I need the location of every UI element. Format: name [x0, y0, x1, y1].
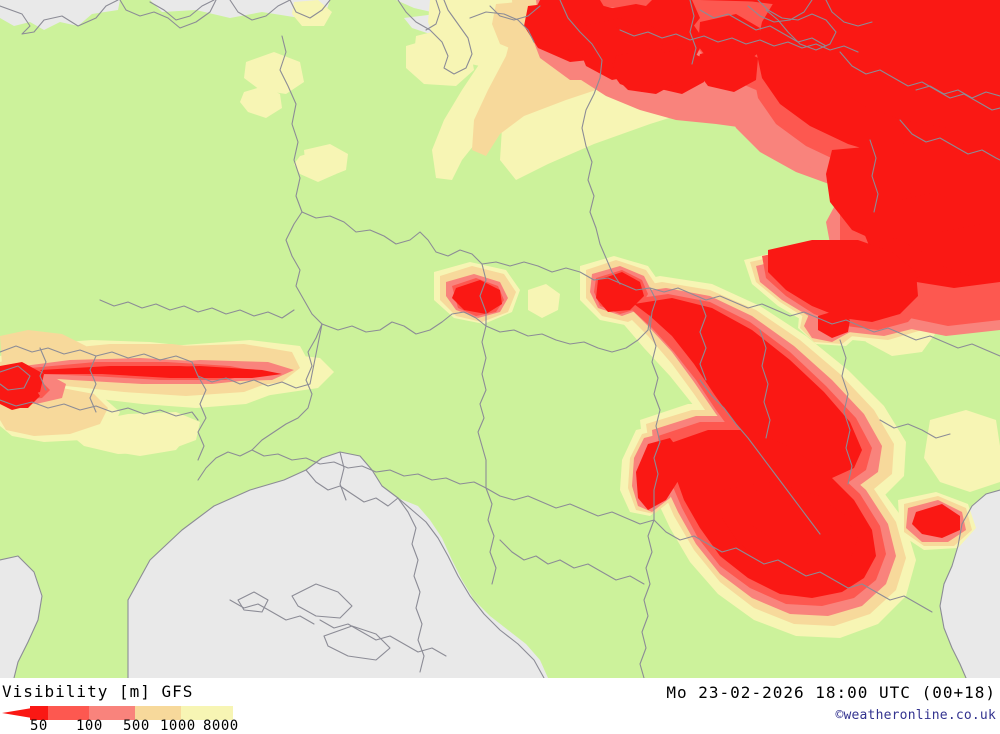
valid-time-label: Mo 23-02-2026 18:00 UTC (00+18): [666, 683, 996, 702]
colorbar-band-50-100: [48, 706, 89, 720]
colorbar[interactable]: 50 100 500 1000 8000: [0, 705, 260, 734]
colorbar-band-500-1000: [135, 706, 181, 720]
colorbar-arrow-below-50: [2, 708, 32, 718]
map-canvas[interactable]: [0, 0, 1000, 678]
copyright-label: ©weatheronline.co.uk: [835, 708, 996, 723]
visibility-contour-map[interactable]: [0, 0, 1000, 678]
legend-title: Visibility [m] GFS: [2, 682, 194, 701]
colorbar-swatches[interactable]: [0, 705, 260, 721]
country-borders: [0, 0, 1000, 678]
colorbar-tick-8000: 8000: [203, 718, 239, 734]
colorbar-band-100-500: [89, 706, 135, 720]
colorbar-tick-50: 50: [30, 718, 48, 734]
colorbar-tick-1000: 1000: [160, 718, 196, 734]
vis-band-below-50: [0, 0, 1000, 598]
footer-bar: Visibility [m] GFS Mo 23-02-2026 18:00 U…: [0, 678, 1000, 734]
colorbar-band-1000-8000: [181, 706, 233, 720]
colorbar-tick-100: 100: [76, 718, 103, 734]
colorbar-band-below-50: [30, 706, 48, 720]
colorbar-tick-500: 500: [123, 718, 150, 734]
